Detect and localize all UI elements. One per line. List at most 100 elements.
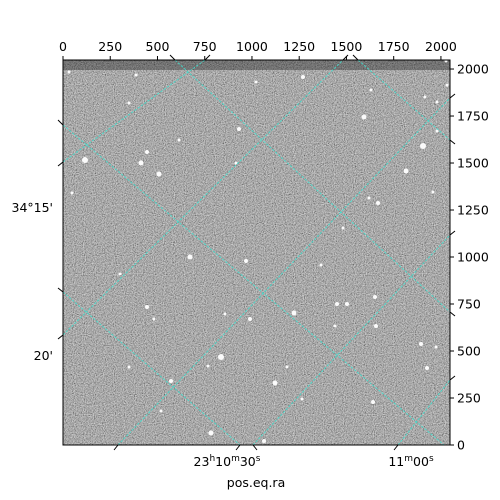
world-tick	[449, 139, 456, 145]
star	[376, 201, 380, 205]
ra-label-1-hours: 23	[194, 454, 210, 469]
star	[262, 439, 266, 443]
star	[70, 191, 74, 195]
star	[156, 171, 162, 177]
grid-line	[397, 379, 450, 445]
world-tick	[449, 93, 456, 99]
star	[82, 157, 88, 163]
sky-image	[63, 60, 450, 445]
star	[319, 263, 323, 267]
star	[237, 127, 241, 131]
star	[254, 80, 258, 84]
top-tick-label: 2000	[425, 39, 457, 54]
star	[341, 226, 345, 230]
world-tick	[57, 161, 64, 167]
star	[206, 364, 210, 368]
ra-label-1: 23h10m30s	[194, 454, 261, 469]
right-tick-label: 1000	[457, 250, 489, 265]
top-tick-label: 250	[98, 39, 122, 54]
top-tick-label: 500	[146, 39, 170, 54]
grid-line	[174, 60, 450, 313]
star	[134, 73, 138, 77]
world-tick	[57, 119, 64, 126]
top-tick-label: 750	[193, 39, 217, 54]
star	[335, 302, 339, 306]
grid-line	[63, 291, 241, 445]
world-tick	[449, 311, 456, 317]
star	[373, 295, 377, 299]
right-tick-label: 750	[457, 297, 481, 312]
grid-line	[63, 60, 344, 336]
world-coordinate-ticks	[57, 54, 456, 451]
top-tick-label: 1250	[283, 39, 315, 54]
star	[371, 400, 375, 404]
star	[208, 430, 214, 436]
star	[145, 305, 149, 309]
right-tick-label: 250	[457, 391, 481, 406]
star	[159, 409, 163, 413]
world-tick	[449, 375, 456, 381]
world-tick	[235, 444, 241, 451]
world-tick	[342, 54, 349, 61]
star	[361, 114, 367, 120]
top-tick-label: 1000	[236, 39, 268, 54]
world-tick	[169, 54, 176, 61]
world-tick	[113, 444, 119, 451]
right-tick-label: 2000	[457, 62, 489, 77]
star	[234, 161, 238, 165]
star	[431, 190, 435, 194]
star	[301, 75, 305, 79]
star	[374, 324, 378, 328]
star	[444, 60, 448, 63]
star	[333, 324, 337, 328]
grid-line	[63, 124, 445, 445]
star	[445, 83, 449, 87]
star	[138, 160, 144, 166]
star	[223, 312, 227, 316]
right-tick-label: 1500	[457, 156, 489, 171]
world-tick	[252, 444, 258, 451]
star	[423, 95, 427, 99]
star	[169, 379, 173, 383]
star	[218, 354, 224, 360]
grid-line	[63, 60, 206, 163]
star	[369, 88, 373, 92]
star	[434, 345, 438, 349]
star	[152, 317, 156, 321]
star	[285, 365, 289, 369]
stars	[67, 60, 449, 443]
right-tick-label: 1750	[457, 109, 489, 124]
plot-frame	[62, 59, 451, 446]
right-tick-label: 1250	[457, 203, 489, 218]
top-tick-label: 1750	[378, 39, 410, 54]
star	[244, 259, 248, 263]
ra-label-2: 11m00s	[388, 454, 434, 469]
star	[187, 254, 193, 260]
world-tick	[204, 54, 211, 61]
star	[425, 366, 429, 370]
x-axis-label: pos.eq.ra	[227, 475, 285, 490]
dec-label-1: 34°15'	[12, 200, 54, 215]
star	[272, 380, 278, 386]
star	[145, 150, 149, 154]
star	[419, 342, 423, 346]
right-tick-label: 500	[457, 344, 481, 359]
world-tick	[449, 230, 456, 236]
star	[127, 365, 131, 369]
star	[177, 138, 181, 142]
star	[127, 101, 131, 105]
world-tick	[352, 54, 359, 61]
star	[420, 143, 426, 149]
world-tick	[393, 444, 399, 451]
star	[118, 272, 122, 276]
star	[403, 168, 409, 174]
star	[345, 302, 349, 306]
right-tick-label: 0	[457, 438, 465, 453]
world-tick	[57, 287, 64, 293]
star	[300, 397, 304, 401]
star	[248, 317, 252, 321]
right-pixel-axis: 0 250 500 750 1000 1250 1500 1750 2000	[450, 62, 489, 453]
star	[435, 100, 439, 104]
top-pixel-axis: 0 250 500 750 1000 1250 1500 1750 2000	[59, 39, 457, 60]
